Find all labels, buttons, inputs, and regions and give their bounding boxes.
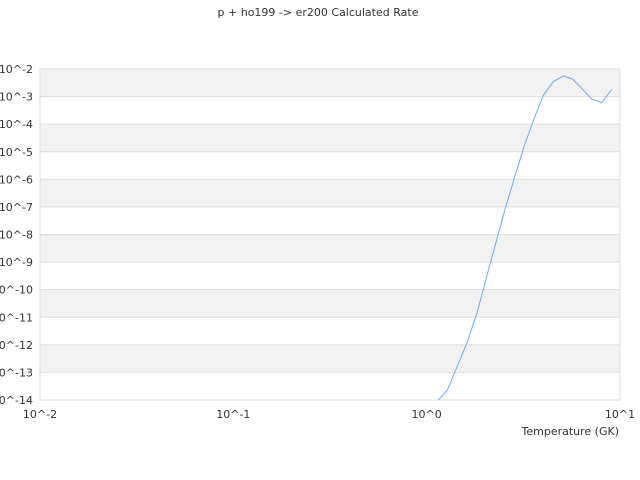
plot-band: [40, 96, 620, 125]
plot-band: [40, 151, 620, 180]
y-tick-label: 10^-5: [0, 146, 33, 159]
y-tick-label: 10^-2: [0, 63, 33, 76]
plot-band: [40, 206, 620, 235]
plot-band: [40, 372, 620, 400]
y-tick-label: 10^-7: [0, 201, 33, 214]
y-tick-label: 10^-14: [0, 394, 33, 407]
y-tick-labels: 10^-2 10^-3 10^-4 10^-5 10^-6 10^-7 10^-8 10^-9…: [0, 63, 33, 407]
x-axis-label: Temperature (GK): [521, 425, 620, 438]
x-tick-label: 10^0: [412, 408, 442, 421]
plot-band: [40, 179, 620, 207]
x-tick-label: 10^-2: [23, 408, 57, 421]
y-tick-label: 10^-10: [0, 284, 33, 297]
series-line: [438, 75, 613, 401]
chart-title: p + ho199 -> er200 Calculated Rate: [218, 6, 419, 19]
y-tick-label: 10^-13: [0, 366, 33, 379]
plot-band: [40, 262, 620, 290]
x-tick-labels: 10^-2 10^-1 10^0 10^1: [23, 408, 635, 421]
x-tick-label: 10^-1: [216, 408, 250, 421]
plot-bands: [40, 69, 620, 400]
y-tick-label: 10^-9: [0, 256, 33, 269]
y-tick-label: 10^-3: [0, 91, 33, 104]
plot-band: [40, 234, 620, 263]
plot-band: [40, 289, 620, 318]
grid-lines: [39, 68, 621, 401]
y-tick-label: 10^-8: [0, 229, 33, 242]
plot-band: [40, 344, 620, 373]
plot-band: [40, 317, 620, 345]
y-tick-label: 10^-11: [0, 311, 33, 324]
y-tick-label: 10^-4: [0, 118, 33, 131]
x-tick-label: 10^1: [605, 408, 635, 421]
series-group: [438, 75, 613, 401]
plot-band: [40, 124, 620, 152]
plot-band: [40, 69, 620, 97]
y-tick-label: 10^-12: [0, 339, 33, 352]
y-tick-label: 10^-6: [0, 173, 33, 186]
